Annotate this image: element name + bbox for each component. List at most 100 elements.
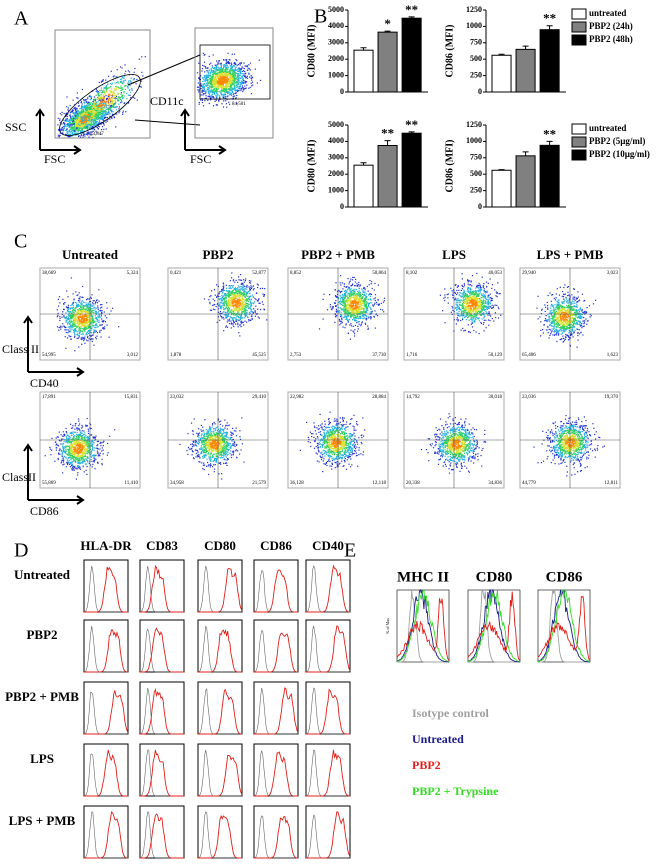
dot (90, 102, 92, 104)
dot (132, 96, 135, 98)
dot (243, 281, 245, 283)
dot (101, 118, 103, 121)
dot (228, 291, 230, 293)
dot (68, 312, 70, 314)
dot (237, 323, 239, 326)
dot (65, 312, 67, 314)
dot (80, 326, 82, 328)
dot (76, 118, 78, 120)
dot (227, 294, 229, 296)
dot (124, 79, 126, 81)
dot (223, 85, 225, 87)
dot (109, 116, 111, 118)
dot (210, 82, 212, 84)
dot (110, 92, 112, 94)
dot (96, 317, 98, 319)
dot (225, 74, 227, 76)
dot (79, 121, 81, 123)
dot (85, 99, 87, 101)
dot (69, 308, 72, 310)
dot (217, 80, 219, 82)
dot (237, 87, 239, 89)
dot (251, 76, 253, 78)
dot (92, 125, 94, 127)
dot (80, 325, 82, 328)
dot (121, 78, 123, 80)
dot (228, 312, 230, 314)
dot (112, 307, 114, 309)
dot (91, 322, 93, 324)
dot (112, 106, 115, 108)
dot (254, 311, 256, 313)
dot (111, 106, 113, 108)
dot (212, 79, 214, 81)
dot (81, 105, 83, 107)
dot (84, 324, 86, 326)
dot (87, 111, 89, 113)
dot (213, 78, 215, 80)
dot (231, 308, 233, 310)
dot (85, 309, 87, 311)
dot (228, 297, 230, 299)
dot (241, 85, 243, 87)
dot (203, 80, 206, 82)
dot (117, 96, 119, 98)
dot (221, 103, 223, 105)
dot (140, 80, 143, 82)
dot (77, 334, 79, 336)
dot (231, 67, 233, 69)
dot (230, 316, 232, 318)
dot (231, 66, 233, 68)
dot (249, 290, 251, 292)
dot (235, 302, 237, 304)
dot (75, 315, 77, 317)
dot (239, 86, 241, 88)
dot (78, 328, 80, 330)
dot (212, 82, 214, 85)
dot (89, 313, 91, 315)
dot (75, 291, 77, 293)
dot (216, 92, 218, 94)
dot (90, 127, 92, 129)
dot (81, 304, 83, 306)
dot (243, 62, 245, 64)
dot (96, 335, 98, 337)
dot (231, 63, 233, 65)
dot (218, 83, 220, 86)
dot (225, 97, 227, 99)
dot (59, 317, 61, 319)
dot (91, 128, 93, 130)
dot (240, 72, 242, 75)
dot (207, 87, 209, 89)
dot (214, 79, 216, 81)
dot (111, 97, 113, 99)
dot (223, 89, 225, 91)
dot (219, 310, 222, 313)
dot (202, 52, 204, 54)
dot (80, 127, 82, 129)
dot (78, 336, 80, 338)
dot (83, 116, 85, 118)
dot (68, 133, 70, 135)
bar (401, 132, 422, 208)
dot (74, 108, 76, 110)
dot (92, 109, 94, 111)
dot (92, 317, 94, 319)
dot (201, 68, 203, 70)
dot (231, 87, 233, 89)
dot (81, 123, 83, 125)
dot (224, 77, 226, 80)
dot (241, 286, 244, 289)
dot (225, 83, 227, 85)
dot (241, 82, 243, 84)
dot (72, 116, 74, 118)
dot (205, 95, 207, 97)
dot (84, 318, 86, 320)
dot (235, 279, 237, 281)
dot (74, 315, 76, 317)
dot (98, 314, 100, 316)
dot (220, 76, 222, 78)
dot (108, 94, 110, 96)
dot (110, 110, 113, 112)
